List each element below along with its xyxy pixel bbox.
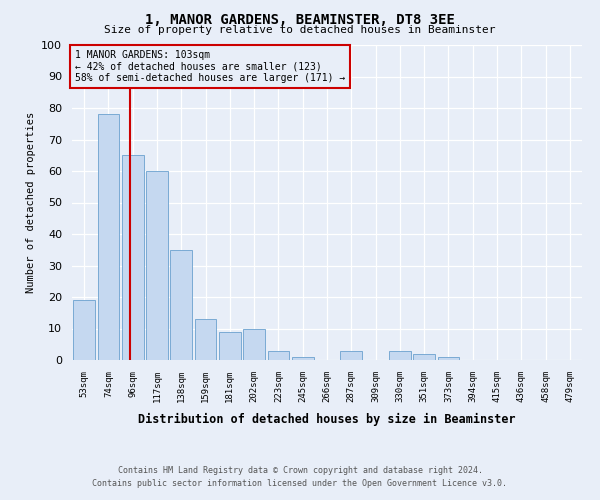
Bar xyxy=(268,350,289,360)
Y-axis label: Number of detached properties: Number of detached properties xyxy=(26,112,36,293)
Bar xyxy=(170,250,192,360)
Text: Contains HM Land Registry data © Crown copyright and database right 2024.
Contai: Contains HM Land Registry data © Crown c… xyxy=(92,466,508,487)
Bar xyxy=(73,300,95,360)
Bar xyxy=(97,114,119,360)
Bar xyxy=(292,357,314,360)
Bar xyxy=(122,155,143,360)
Bar xyxy=(146,171,168,360)
Bar xyxy=(219,332,241,360)
Text: 1, MANOR GARDENS, BEAMINSTER, DT8 3EE: 1, MANOR GARDENS, BEAMINSTER, DT8 3EE xyxy=(145,12,455,26)
Bar xyxy=(194,319,217,360)
Bar xyxy=(389,350,411,360)
Bar xyxy=(243,328,265,360)
Text: Size of property relative to detached houses in Beaminster: Size of property relative to detached ho… xyxy=(104,25,496,35)
Bar xyxy=(340,350,362,360)
Bar xyxy=(413,354,435,360)
Bar xyxy=(437,357,460,360)
Text: 1 MANOR GARDENS: 103sqm
← 42% of detached houses are smaller (123)
58% of semi-d: 1 MANOR GARDENS: 103sqm ← 42% of detache… xyxy=(74,50,345,83)
X-axis label: Distribution of detached houses by size in Beaminster: Distribution of detached houses by size … xyxy=(138,413,516,426)
